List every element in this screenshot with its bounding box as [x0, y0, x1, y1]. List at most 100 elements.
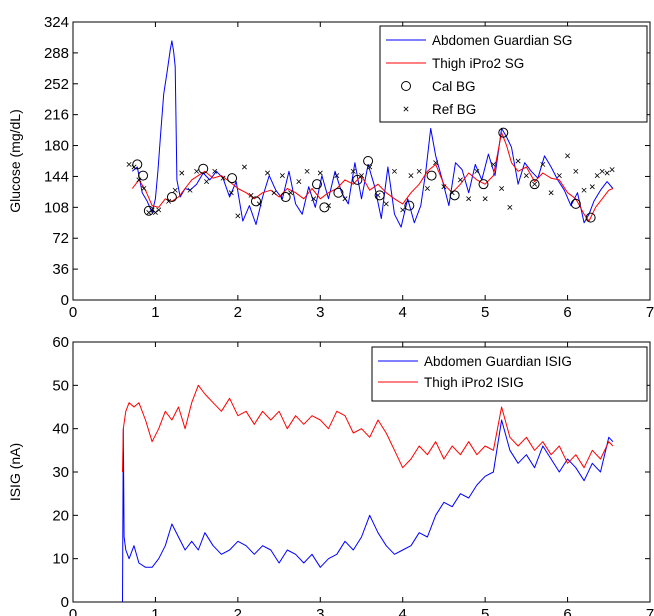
- x-tick-label: 7: [646, 606, 654, 616]
- y-tick-label: 288: [44, 45, 69, 62]
- ref-bg-point: [248, 192, 254, 198]
- ref-bg-point: [466, 196, 472, 202]
- ref-bg-point: [334, 173, 340, 179]
- cal-bg-point: [250, 196, 261, 207]
- ref-bg-point: [256, 201, 262, 207]
- y-tick-label: 36: [52, 261, 69, 278]
- ref-bg-point: [474, 168, 480, 174]
- y-tick-label: 216: [44, 107, 69, 124]
- x-tick-label: 1: [151, 606, 159, 616]
- ref-bg-point: [265, 170, 271, 176]
- ref-bg-point: [296, 179, 302, 185]
- ref-bg-point: [408, 173, 414, 179]
- ref-bg-point: [383, 201, 389, 207]
- ref-bg-point: [532, 181, 538, 187]
- ref-bg-point: [540, 161, 546, 167]
- ref-bg-point: [317, 170, 323, 176]
- ref-bg-point: [126, 161, 132, 167]
- legend-swatch-circle: [401, 81, 411, 91]
- x-tick-label: 0: [69, 304, 77, 321]
- x-tick-label: 6: [563, 304, 571, 321]
- legend-swatch-x: [403, 106, 409, 112]
- ref-bg-point: [179, 170, 185, 176]
- x-tick-label: 1: [151, 304, 159, 321]
- series-layer: [126, 40, 615, 228]
- legend-box: [371, 346, 648, 402]
- ref-bg-point: [131, 164, 137, 170]
- cal-bg-point: [198, 163, 209, 174]
- cal-bg-point: [319, 202, 330, 213]
- y-tick-label: 0: [61, 292, 69, 309]
- ref-bg-point: [304, 168, 310, 174]
- legend-label: Cal BG: [432, 79, 476, 94]
- ref-bg-point: [482, 196, 488, 202]
- x-tick-label: 0: [69, 606, 77, 616]
- y-tick-label: 324: [44, 14, 69, 31]
- ref-bg-point: [604, 170, 610, 176]
- ref-bg-point: [599, 168, 605, 174]
- y-tick-label: 72: [52, 230, 69, 247]
- ref-bg-point: [375, 192, 381, 198]
- ref-bg-point: [499, 185, 505, 191]
- series-layer: [122, 384, 614, 602]
- y-tick-label: 40: [52, 421, 69, 438]
- cal-bg-point: [333, 187, 344, 198]
- glucose-chart: 0 1 2 3 4 5 6 7 0 36 72 108 144 180 216 252 288 324 Glucos…: [7, 14, 654, 321]
- y-axis-label: Glucose (mg/dL): [7, 109, 23, 212]
- cal-bg-point: [404, 200, 415, 211]
- x-tick-label: 5: [481, 304, 489, 321]
- ref-bg-point: [556, 173, 562, 179]
- ref-bg-point: [156, 207, 162, 213]
- ref-bg-point: [220, 175, 226, 181]
- x-tick-label: 2: [234, 606, 242, 616]
- x-tick-label: 5: [481, 606, 489, 616]
- cal-bg-point: [166, 192, 177, 203]
- legend-box: [379, 25, 648, 123]
- ref-bg-point: [507, 204, 513, 210]
- ref-bg-point: [433, 160, 439, 166]
- cal-bg-point: [311, 179, 322, 190]
- ref-bg-point: [350, 168, 356, 174]
- cal-bg-point: [585, 212, 596, 223]
- ref-bg-point: [136, 177, 142, 183]
- ref-bg-point: [149, 207, 155, 213]
- ref-bg-point: [573, 168, 579, 174]
- legend: Abdomen Guardian ISIG Thigh iPro2 ISIG: [371, 346, 648, 402]
- ref-bg-point: [326, 203, 332, 209]
- ref-bg-point: [288, 190, 294, 196]
- x-tick-label: 3: [316, 304, 324, 321]
- cal-bg-point: [138, 170, 149, 181]
- ref-bg-point: [152, 209, 158, 215]
- ref-bg-point: [271, 190, 277, 196]
- ref-bg-point: [441, 184, 447, 190]
- ref-bg-point: [490, 161, 496, 167]
- ref-bg-point: [212, 168, 218, 174]
- x-tick-label: 2: [234, 304, 242, 321]
- cal-bg-point: [498, 127, 509, 138]
- ref-bg-point: [449, 190, 455, 196]
- cal-bg-point: [280, 192, 291, 203]
- ref-bg-point: [228, 190, 234, 196]
- cal-bg-point: [426, 170, 437, 181]
- y-tick-label: 180: [44, 138, 69, 155]
- ref-bg-point: [548, 190, 554, 196]
- ref-bg-point: [194, 168, 200, 174]
- ref-bg-point: [166, 198, 172, 204]
- cal-bg-point: [374, 190, 385, 201]
- ref-bg-point: [589, 184, 595, 190]
- ref-bg-point: [594, 173, 600, 179]
- x-tick-label: 4: [399, 606, 407, 616]
- ref-bg-point: [391, 168, 397, 174]
- ref-bg-point: [581, 187, 587, 193]
- y-tick-label: 30: [52, 464, 69, 481]
- y-tick-label: 10: [52, 551, 69, 568]
- cal-bg-point: [352, 174, 363, 185]
- ref-bg-point: [172, 187, 178, 193]
- ref-bg-point: [235, 213, 241, 219]
- ref-bg-point: [311, 196, 317, 202]
- x-tick-label: 4: [399, 304, 407, 321]
- cal-bg-point: [227, 173, 238, 184]
- ref-bg-point: [424, 185, 430, 191]
- series-line-1: [122, 384, 614, 473]
